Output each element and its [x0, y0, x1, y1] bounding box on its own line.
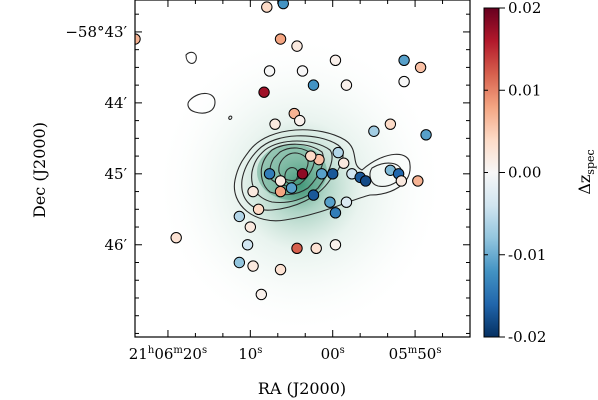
- y-tick-label: 45′: [105, 165, 128, 183]
- galaxy-marker: [384, 118, 397, 130]
- galaxy-marker: [307, 79, 320, 91]
- galaxy-marker: [255, 288, 268, 301]
- galaxy-marker: [291, 40, 303, 52]
- x-tick-label-part: h: [148, 345, 155, 356]
- galaxy-marker: [332, 146, 344, 159]
- x-tick-label-part: s: [340, 345, 345, 356]
- y-tick-label: 44′: [105, 94, 128, 112]
- x-tick-label: 05m50s: [389, 345, 442, 363]
- contour-4: [260, 143, 324, 196]
- galaxy-marker: [340, 79, 353, 91]
- x-tick-label: 00s: [321, 345, 345, 363]
- contour-3: [251, 140, 333, 204]
- colorbar-label-sub: spec: [584, 149, 597, 174]
- galaxy-marker: [241, 239, 254, 251]
- galaxy-marker: [420, 129, 432, 141]
- galaxy-marker: [269, 118, 281, 130]
- galaxy-marker: [263, 168, 276, 180]
- galaxy-marker: [316, 168, 328, 180]
- colorbar-ticks: 0.02 0.01 0.00 -0.01 -0.02: [484, 0, 546, 346]
- x-tick-marks: [167, 0, 444, 337]
- x-tick-label-part: 20: [183, 345, 202, 363]
- colorbar-label-main: Δz: [575, 175, 594, 195]
- galaxy-marker: [368, 125, 380, 137]
- colorbar-tick-label: -0.01: [508, 246, 546, 264]
- galaxy-marker: [310, 242, 322, 255]
- colorbar-tick-label: 0.02: [508, 0, 541, 17]
- galaxy-marker: [233, 256, 246, 269]
- galaxy-marker: [294, 114, 306, 127]
- galaxy-marker: [398, 75, 410, 88]
- x-tick-label-part: 00: [321, 345, 340, 363]
- y-tick-labels: −58°43′ 44′ 45′ 46′: [65, 23, 127, 254]
- galaxy-marker: [395, 175, 408, 187]
- x-tick-label-part: s: [436, 345, 441, 356]
- colorbar-label: Δzspec: [575, 149, 597, 194]
- x-tick-label-part: 10: [238, 345, 257, 363]
- galaxy-marker: [327, 168, 339, 180]
- galaxy-marker: [307, 189, 320, 201]
- galaxy-marker: [247, 260, 259, 272]
- galaxy-marker: [170, 231, 182, 244]
- x-tick-label-part: 21: [129, 345, 148, 363]
- colorbar-tick-label: 0.01: [508, 81, 541, 99]
- galaxy-marker: [247, 185, 259, 198]
- contour-11: [228, 115, 233, 120]
- colorbar-tick-label: 0.00: [508, 164, 541, 182]
- x-tick-label-part: m: [173, 345, 183, 356]
- plot-frame: [134, 0, 471, 338]
- x-tick-label: 10s: [238, 345, 262, 363]
- galaxy-marker: [324, 196, 336, 208]
- galaxy-marker: [258, 86, 270, 98]
- galaxy-marker: [244, 221, 257, 233]
- diffuse-emission: [160, 40, 440, 330]
- galaxy-marker: [296, 168, 309, 180]
- x-axis-label: RA (J2000): [258, 379, 346, 398]
- galaxy-marker: [329, 54, 342, 67]
- galaxy-marker: [412, 175, 424, 187]
- contour-1: [233, 129, 411, 222]
- y-tick-marks: [135, 13, 470, 334]
- galaxy-marker: [337, 157, 350, 169]
- x-tick-label-part: 50: [417, 345, 436, 363]
- galaxy-markers: [135, 0, 432, 301]
- galaxy-marker: [252, 203, 265, 215]
- galaxy-marker: [274, 175, 287, 187]
- galaxy-marker: [359, 175, 372, 187]
- x-tick-label-part: 06: [154, 345, 173, 363]
- y-axis-label: Dec (J2000): [30, 122, 49, 218]
- galaxy-marker: [329, 207, 342, 219]
- galaxy-marker: [274, 185, 287, 198]
- galaxy-marker: [340, 196, 353, 208]
- x-tick-label-part: s: [202, 345, 207, 356]
- y-tick-label: 46′: [105, 236, 128, 254]
- galaxy-marker: [296, 65, 309, 77]
- galaxy-marker: [414, 61, 427, 74]
- contour-9: [187, 92, 216, 114]
- x-tick-label-part: 05: [389, 345, 408, 363]
- galaxy-marker: [285, 182, 298, 194]
- contour-10: [185, 51, 197, 64]
- colorbar: 0.02 0.01 0.00 -0.01 -0.02 Δzspec: [483, 0, 597, 346]
- galaxy-marker: [233, 210, 246, 223]
- galaxy-marker: [261, 1, 273, 13]
- galaxy-marker: [274, 263, 287, 276]
- x-tick-label-part: s: [257, 345, 262, 356]
- galaxy-marker: [277, 0, 289, 10]
- colorbar-tick-label: -0.02: [508, 328, 546, 346]
- x-tick-labels: 21h06m20s 10s 00s 05m50s: [129, 345, 442, 363]
- galaxy-marker: [398, 54, 410, 67]
- galaxy-marker: [291, 242, 303, 255]
- galaxy-marker: [263, 65, 276, 77]
- y-tick-label: −58°43′: [65, 23, 127, 41]
- x-tick-label-part: m: [408, 345, 418, 356]
- galaxy-marker: [305, 150, 317, 162]
- galaxy-marker: [329, 239, 342, 251]
- x-tick-label: 21h06m20s: [129, 345, 207, 363]
- galaxy-marker: [274, 33, 287, 45]
- plot-area: [134, 0, 471, 338]
